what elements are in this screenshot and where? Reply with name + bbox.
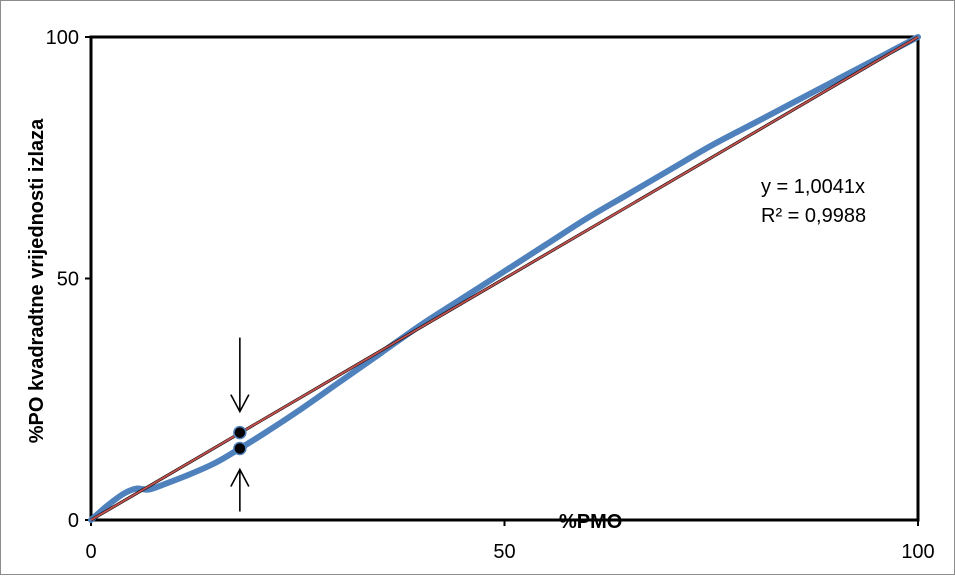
trendline	[90, 36, 919, 521]
y-tick-label: 100	[46, 27, 79, 49]
trendline-equation: y = 1,0041x	[761, 176, 865, 198]
text-layer: %PO kvadradtne vrijednosti izlaza %PMO y…	[26, 118, 866, 533]
highlight-point	[233, 425, 247, 440]
plot-layer: 0 50 100 0 50 100	[46, 27, 935, 563]
y-tick-label: 50	[57, 269, 79, 291]
trendline-r-squared: R² = 0,9988	[761, 205, 866, 227]
y-tick-label: 0	[68, 510, 79, 532]
x-axis-title: %PMO	[559, 511, 622, 533]
arrow-up-head	[230, 467, 250, 487]
x-tick-label: 100	[901, 541, 934, 563]
arrow-down-head	[230, 394, 250, 414]
x-tick-label: 0	[85, 541, 96, 563]
highlight-point	[233, 441, 247, 456]
y-axis-title: %PO kvadradtne vrijednosti izlaza	[26, 118, 48, 443]
x-tick-label: 50	[493, 541, 515, 563]
